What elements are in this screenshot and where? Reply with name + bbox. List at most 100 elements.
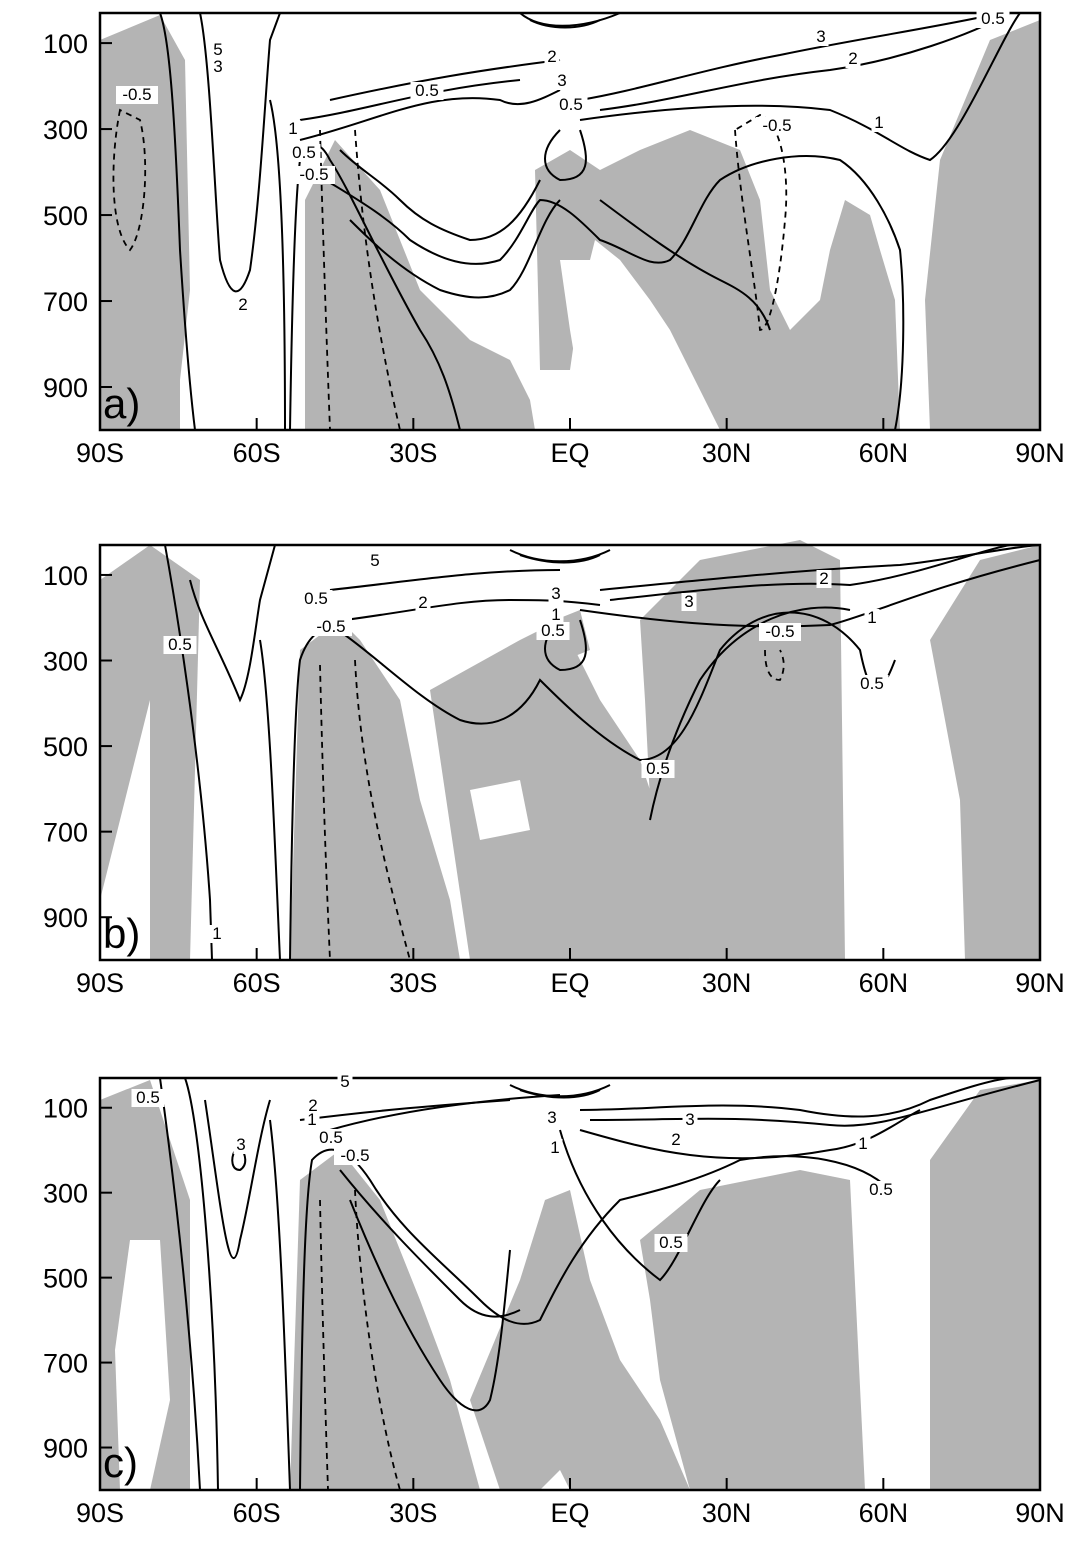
contour-label-bg xyxy=(845,50,861,68)
contour-label: 5 xyxy=(370,551,379,570)
contour-label-bg xyxy=(310,618,352,636)
contour-label: 0.5 xyxy=(860,674,884,693)
panel-a-y-axis: 100 300 500 700 900 xyxy=(43,29,112,403)
contour-label-bg xyxy=(554,72,570,90)
x-tick-label: 60S xyxy=(233,1498,281,1528)
contour-label-bg xyxy=(544,48,560,66)
y-tick-label: 300 xyxy=(43,1179,88,1209)
contour-label: 0.5 xyxy=(646,759,670,778)
contour-label-bg xyxy=(759,623,801,641)
contour-label-bg xyxy=(641,760,675,778)
y-tick-label: 700 xyxy=(43,818,88,848)
contour-label-bg xyxy=(131,1089,165,1107)
panel-a-contours xyxy=(159,12,1021,431)
x-tick-label: 90S xyxy=(76,968,124,998)
contour-label: -0.5 xyxy=(340,1146,369,1165)
contour-label: 0.5 xyxy=(304,589,328,608)
contour-label-bg xyxy=(299,590,333,608)
contour-label-bg xyxy=(287,144,321,162)
contour-label: -0.5 xyxy=(765,622,794,641)
panel-b-dashed xyxy=(319,649,785,961)
contour-label: 1 xyxy=(867,608,876,627)
contour-label: 0.5 xyxy=(168,635,192,654)
contour-label: 0.5 xyxy=(541,621,565,640)
panel-c-shading xyxy=(100,1080,1040,1490)
contour-label-bg xyxy=(410,82,444,100)
x-tick-label: 30S xyxy=(389,968,437,998)
panel-b-label: b) xyxy=(103,910,140,957)
panel-c-label: c) xyxy=(103,1439,138,1486)
contour-label: 3 xyxy=(551,584,560,603)
panel-c-x-axis: 90S 60S 30S EQ 30N 60N 90N xyxy=(76,1478,1065,1528)
contour-label: 0.5 xyxy=(136,1088,160,1107)
contour-label: 1 xyxy=(307,1110,316,1129)
y-tick-label: 700 xyxy=(43,287,88,317)
contour-label-bg xyxy=(547,1139,563,1157)
contour-label: -0.5 xyxy=(316,617,345,636)
contour-label-bg xyxy=(210,58,226,76)
contour-label-bg xyxy=(682,1111,698,1129)
contour-label-bg xyxy=(816,570,832,588)
contour-label: 3 xyxy=(816,27,825,46)
contour-label: 3 xyxy=(236,1135,245,1154)
contour-label-bg xyxy=(548,585,564,603)
y-tick-label: 900 xyxy=(43,903,88,933)
panel-a-label: a) xyxy=(103,380,140,427)
contour-label: 0.5 xyxy=(559,95,583,114)
contour-label-bg xyxy=(855,675,889,693)
x-tick-label: 30S xyxy=(389,1498,437,1528)
contour-label: 2 xyxy=(848,49,857,68)
contour-label-bg xyxy=(209,925,225,943)
contour-label: 0.5 xyxy=(981,9,1005,28)
x-tick-label: 90N xyxy=(1015,968,1065,998)
y-tick-label: 300 xyxy=(43,647,88,677)
x-tick-label: 60N xyxy=(859,968,909,998)
contour-label: 0.5 xyxy=(869,1180,893,1199)
contour-label-bg xyxy=(285,120,301,138)
contour-label: -0.5 xyxy=(762,116,791,135)
contour-label-bg xyxy=(210,41,226,59)
x-tick-label: 90S xyxy=(76,438,124,468)
contour-label-bg xyxy=(864,609,880,627)
contour-label: 5 xyxy=(340,1072,349,1091)
contour-label: 1 xyxy=(858,1134,867,1153)
panel-c-dashed xyxy=(319,1189,401,1491)
contour-label-bg xyxy=(415,594,431,612)
contour-label: 1 xyxy=(874,113,883,132)
x-tick-label: 90N xyxy=(1015,438,1065,468)
contour-label: 5 xyxy=(213,40,222,59)
panel-b-x-axis: 90S 60S 30S EQ 30N 60N 90N xyxy=(76,948,1065,998)
contour-label: 1 xyxy=(288,119,297,138)
contour-label: 3 xyxy=(547,1108,556,1127)
y-tick-label: 900 xyxy=(43,373,88,403)
panel-a-x-axis: 90S 60S 30S EQ 30N 60N 90N xyxy=(76,418,1065,468)
contour-label: 3 xyxy=(685,1110,694,1129)
y-tick-label: 900 xyxy=(43,1434,88,1464)
contour-label-bg xyxy=(314,1129,348,1147)
y-tick-label: 300 xyxy=(43,115,88,145)
y-tick-label: 100 xyxy=(43,561,88,591)
panel-c-contours xyxy=(159,1077,1041,1491)
contour-label-bg xyxy=(681,593,697,611)
contour-label-bg xyxy=(116,86,158,104)
panel-c-y-axis: 100 300 500 700 900 xyxy=(43,1094,112,1464)
contour-label-bg xyxy=(367,552,383,570)
contour-label: 0.5 xyxy=(415,81,439,100)
panel-b-contours xyxy=(164,544,1041,961)
contour-label-bg xyxy=(654,1234,688,1252)
x-tick-label: 60N xyxy=(859,1498,909,1528)
contour-label: 1 xyxy=(550,1138,559,1157)
contour-label-bg xyxy=(813,28,829,46)
x-tick-label: 90N xyxy=(1015,1498,1065,1528)
contour-label-bg xyxy=(668,1131,684,1149)
contour-label: 2 xyxy=(819,569,828,588)
x-tick-label: 60N xyxy=(859,438,909,468)
x-tick-label: EQ xyxy=(550,968,589,998)
contour-label-bg xyxy=(334,1147,376,1165)
x-tick-label: 60S xyxy=(233,968,281,998)
